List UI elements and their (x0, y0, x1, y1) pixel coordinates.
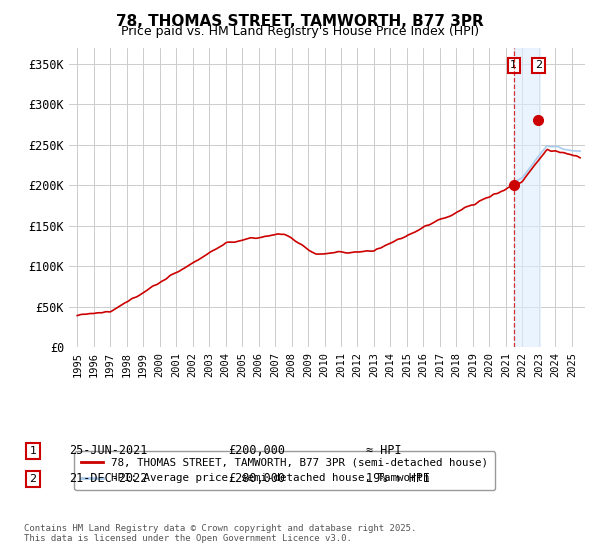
Text: 1: 1 (510, 60, 517, 71)
Text: £280,000: £280,000 (228, 472, 285, 486)
Text: 2: 2 (29, 474, 37, 484)
Text: Contains HM Land Registry data © Crown copyright and database right 2025.
This d: Contains HM Land Registry data © Crown c… (24, 524, 416, 543)
Bar (514, 48, 540, 347)
Text: 1: 1 (29, 446, 37, 456)
Text: 2: 2 (535, 60, 542, 71)
Text: Price paid vs. HM Land Registry's House Price Index (HPI): Price paid vs. HM Land Registry's House … (121, 25, 479, 38)
Text: £200,000: £200,000 (228, 444, 285, 458)
Text: ≈ HPI: ≈ HPI (366, 444, 401, 458)
Text: 78, THOMAS STREET, TAMWORTH, B77 3PR: 78, THOMAS STREET, TAMWORTH, B77 3PR (116, 14, 484, 29)
Text: 21-DEC-2022: 21-DEC-2022 (69, 472, 148, 486)
Text: 19% ↑ HPI: 19% ↑ HPI (366, 472, 430, 486)
Text: 25-JUN-2021: 25-JUN-2021 (69, 444, 148, 458)
Legend: 78, THOMAS STREET, TAMWORTH, B77 3PR (semi-detached house), HPI: Average price, : 78, THOMAS STREET, TAMWORTH, B77 3PR (se… (74, 451, 495, 490)
